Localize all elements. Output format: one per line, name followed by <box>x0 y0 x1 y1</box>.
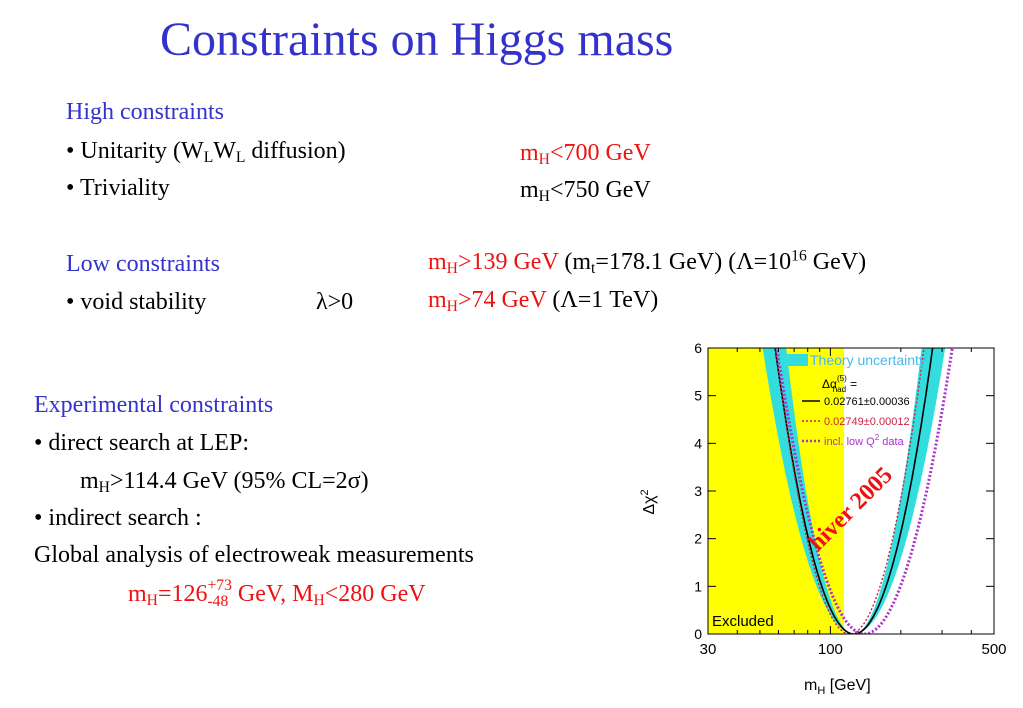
excluded-label: Excluded <box>712 613 774 630</box>
low-constraints-heading: Low constraints <box>66 251 220 277</box>
global-analysis-line: Global analysis of electroweak measureme… <box>34 542 474 568</box>
x-axis-label: mH [GeV] <box>804 677 871 697</box>
unitarity-line: • Unitarity (WLWL diffusion) <box>66 138 346 166</box>
y-tick-labels: 0 1 2 3 4 5 6 <box>694 340 702 642</box>
experimental-heading: Experimental constraints <box>34 392 274 418</box>
y-tick-label-3: 3 <box>694 483 702 499</box>
high-constraints-heading: High constraints <box>66 99 224 125</box>
theory-uncertainty-band <box>762 348 946 634</box>
series-line-3 <box>775 348 954 634</box>
x-tick-labels: 30 100 500 <box>700 641 1007 658</box>
direct-search-line: • direct search at LEP: <box>34 430 249 456</box>
lambda-condition: λ>0 <box>316 289 354 315</box>
x-tick-label-100: 100 <box>818 641 843 658</box>
legend-band-label: Theory uncertainty <box>810 352 926 368</box>
y-tick-label-6: 6 <box>694 340 702 356</box>
legend-band-swatch <box>780 354 808 366</box>
y-tick-label-5: 5 <box>694 388 702 404</box>
triviality-line: • Triviality <box>66 175 170 201</box>
legend-entry-1: 0.02761±0.00036 <box>824 396 910 408</box>
legend-alpha-label: Δα(5) had = <box>822 374 857 394</box>
y-tick-label-0: 0 <box>694 626 702 642</box>
y-tick-label-4: 4 <box>694 435 702 451</box>
tick-marks <box>707 347 995 635</box>
triviality-value: mH<750 GeV <box>520 177 651 205</box>
low-bound-line-2: mH>74 GeV (Λ=1 TeV) <box>428 287 659 315</box>
page-title: Constraints on Higgs mass <box>160 13 674 66</box>
x-tick-label-500: 500 <box>981 641 1006 658</box>
indirect-search-line: • indirect search : <box>34 505 202 531</box>
y-axis-label: Δχ2 <box>640 489 658 514</box>
legend-entry-3: incl. low Q2 data <box>824 433 905 448</box>
y-tick-label-1: 1 <box>694 578 702 594</box>
fit-result: mH=126 +73 -48 GeV, MH<280 GeV <box>128 577 426 610</box>
legend-entry-2: 0.02749±0.00012 <box>824 416 910 428</box>
unitarity-value: mH<700 GeV <box>520 140 651 168</box>
chi2-vs-higgs-mass-plot: 0 1 2 3 4 5 6 30 100 500 Excluded Theory uncerta… <box>640 340 1007 697</box>
low-bound-line-1: mH>139 GeV (mt=178.1 GeV) (Λ=1016 GeV) <box>428 247 867 277</box>
void-stability-line: • void stability <box>66 289 207 315</box>
x-tick-label-30: 30 <box>700 641 717 658</box>
y-tick-label-2: 2 <box>694 531 702 547</box>
direct-search-value: mH>114.4 GeV (95% CL=2σ) <box>80 468 369 496</box>
